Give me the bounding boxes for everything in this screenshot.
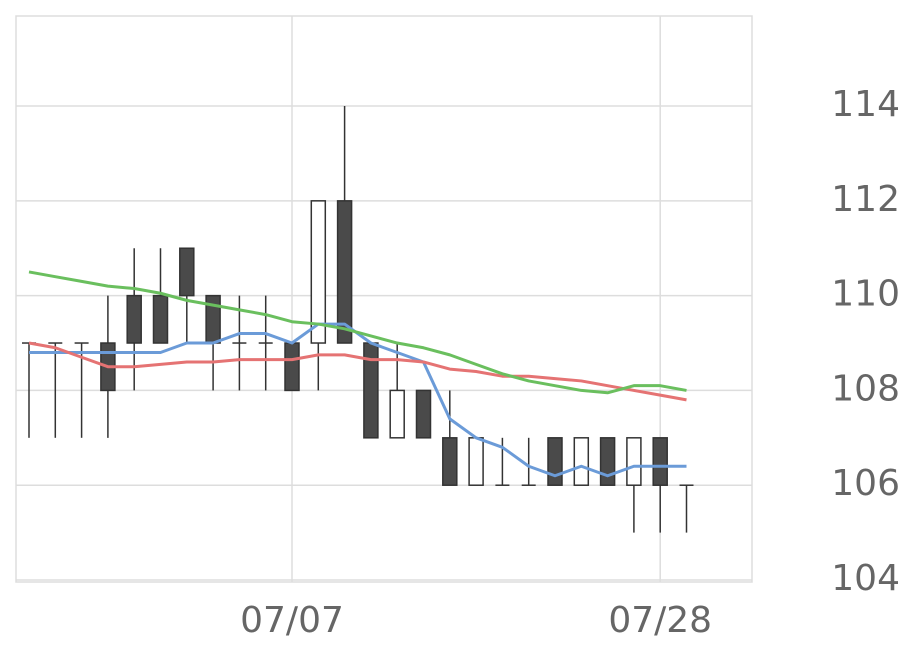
candle-body	[652, 437, 668, 486]
candle-body	[152, 294, 169, 344]
candle-body	[336, 200, 353, 344]
candle-body	[599, 437, 616, 486]
candle-body	[415, 389, 432, 439]
candle-body	[442, 437, 458, 486]
candle-body	[389, 389, 405, 439]
y-tick-label: 110	[831, 274, 900, 315]
candle-body	[573, 437, 590, 486]
y-tick-label: 112	[831, 179, 900, 220]
candle-body	[126, 294, 142, 344]
y-tick-label: 104	[831, 558, 900, 599]
candle-body	[468, 437, 484, 486]
moving-average-line	[28, 341, 687, 402]
plot-border	[15, 15, 753, 583]
y-tick-label: 114	[831, 84, 900, 125]
candle-body	[626, 437, 642, 486]
moving-average-line	[28, 270, 687, 395]
candle-body	[547, 437, 563, 486]
x-tick-label: 07/07	[240, 600, 344, 641]
y-tick-label: 106	[831, 463, 900, 504]
candle-body	[284, 342, 300, 392]
y-tick-label: 108	[831, 368, 900, 409]
candle-body	[179, 247, 195, 297]
x-tick-label: 07/28	[608, 600, 712, 641]
candle-body	[310, 200, 327, 344]
